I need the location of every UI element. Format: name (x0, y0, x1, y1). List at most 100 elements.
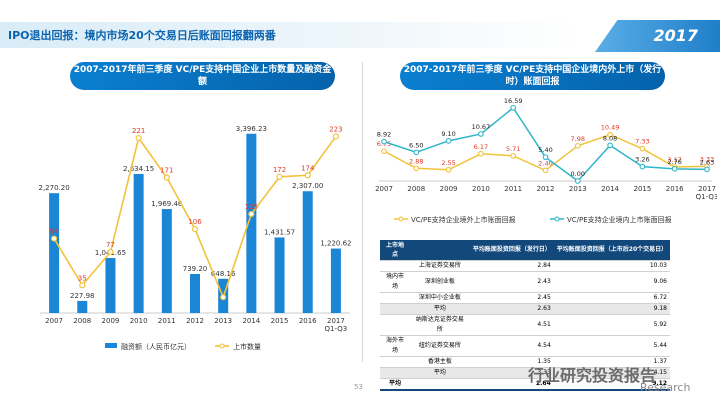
line-point (79, 282, 86, 289)
line-point (413, 149, 420, 156)
line-point (542, 167, 549, 174)
line-series (53, 135, 337, 300)
bar-value-label: 2,634.15 (123, 165, 154, 173)
watermark: 行业研究投资报告 (528, 366, 657, 385)
bar-value-label: 648.16 (211, 270, 236, 278)
x-tick-label: 2015 (633, 185, 651, 193)
table-cell-group (380, 303, 410, 315)
table-cell-value: 2.84 (469, 260, 554, 272)
table-row: 纳斯达克证券交易所 4.51 5.92 (380, 314, 670, 336)
line-point (107, 248, 114, 256)
x-tick-label: 2017 (698, 185, 716, 193)
x-tick-label: 2012 (186, 317, 204, 325)
year-badge: 2017 (595, 20, 720, 52)
x-tick-label: 2014 (242, 317, 260, 325)
table-cell-value: 10.03 (553, 260, 670, 272)
table-cell-value: 6.72 (553, 292, 670, 304)
x-tick-label: 2014 (601, 185, 619, 193)
line-value-label: 7.33 (635, 138, 649, 146)
bar (161, 209, 172, 313)
table-row: 境内市场 深圳创业板 2.43 9.06 (380, 271, 670, 293)
line-point (639, 163, 646, 170)
line-value-label: 9.10 (441, 130, 455, 138)
line-point (445, 166, 452, 173)
line-value-label: 174 (301, 164, 315, 172)
table-cell-value: 5.44 (553, 335, 670, 357)
bar-value-label: 1,969.46 (151, 200, 183, 208)
right-chart: 6.752.882.556.175.712.407.9810.497.333.1… (375, 97, 717, 224)
x-tick-label: 2016 (299, 317, 317, 325)
line-point (574, 178, 581, 184)
legend-marker (554, 216, 560, 222)
line-value-label: 172 (273, 166, 286, 174)
table-header: 上市地点 (380, 240, 410, 261)
x-tick-label: 2013 (569, 185, 587, 193)
left-chart-title: 2007-2017年前三季度 VC/PE支持中国企业上市数量及融资金额 (70, 62, 335, 90)
table-cell-value: 1.35 (469, 356, 554, 368)
line-point (607, 131, 613, 138)
x-tick-label: 2008 (407, 185, 425, 193)
watermark-sub: Research (640, 381, 691, 394)
table-row: 上海证券交易所 2.84 10.03 (380, 260, 670, 272)
line-value-label: 125 (245, 203, 258, 211)
line-point (135, 134, 142, 142)
x-tick-label: Q1-Q3 (696, 193, 717, 201)
legend-label: VC/PE支持企业境内上市账面回报 (567, 215, 672, 224)
line-value-label: 8.92 (377, 131, 391, 139)
line-value-label: 8.08 (603, 134, 617, 142)
right-chart-title: 2007-2017年前三季度 VC/PE支持中国企业境内外上市（发行时）账面回报 (400, 62, 665, 90)
line-value-label: 35 (78, 274, 87, 282)
table-cell-group: 平均 (380, 378, 410, 391)
line-point (510, 104, 517, 111)
table-row: 平均 2.63 9.18 (380, 303, 670, 315)
table-cell-group (380, 356, 410, 368)
x-tick-label: 2007 (375, 185, 393, 193)
line-point (542, 154, 549, 161)
line-value-label: 0.00 (571, 170, 585, 178)
x-tick-label: 2011 (158, 317, 176, 325)
bar (330, 248, 341, 313)
line-value-label: 3.33 (700, 155, 714, 163)
line-value-label: 221 (132, 127, 145, 135)
table-cell-market: 上海证券交易所 (409, 260, 470, 272)
bar-value-label: 2,307.00 (292, 182, 323, 190)
x-tick-label: 2016 (666, 185, 684, 193)
bar (274, 237, 285, 313)
x-tick-label: 2012 (537, 185, 555, 193)
page-number: 53 (354, 383, 363, 391)
table-cell-value: 4.51 (469, 314, 554, 336)
x-tick-label: 2008 (73, 317, 91, 325)
table-cell-value: 2.64 (469, 378, 554, 391)
line-point (510, 152, 517, 159)
x-tick-label: 2009 (440, 185, 458, 193)
line-value-label: 2.40 (538, 159, 552, 167)
x-tick-label: 2007 (45, 317, 63, 325)
x-tick-label: 2013 (214, 317, 232, 325)
line-point (191, 225, 199, 233)
line-point (478, 131, 484, 137)
line-value-label: 77 (106, 241, 115, 249)
line-value-label: 2.88 (409, 157, 423, 165)
table-cell-group (380, 260, 410, 272)
bar (77, 300, 88, 313)
table-total-row: 平均 2.64 9.12 (380, 378, 670, 391)
line-value-label: 223 (329, 125, 342, 133)
table-cell-market: 纳斯达克证券交易所 (409, 314, 470, 336)
line-value-label: 10.67 (472, 123, 491, 131)
x-tick-label: 2009 (102, 317, 120, 325)
left-chart-title-text: 2007-2017年前三季度 VC/PE支持中国企业上市数量及融资金额 (73, 65, 332, 87)
table-cell-value: 2.63 (469, 303, 554, 315)
table-cell-market (409, 378, 470, 391)
table-cell-value: 4.54 (469, 335, 554, 357)
line-value-label: 2.63 (700, 158, 714, 166)
line-value-label: 6.17 (474, 143, 488, 151)
table-cell-value: 2.43 (469, 271, 554, 293)
table-header-row: 上市地点 平均账面投资回报（发行日） 平均账面投资回报（上市后20个交易日） (380, 240, 670, 261)
bar-value-label: 2,270.20 (39, 184, 70, 192)
legend-label: 融资额（人民币亿元） (121, 342, 191, 351)
line-value-label: 3.26 (635, 156, 649, 164)
legend-swatch-bar (105, 343, 117, 348)
table-cell-value: 9.18 (553, 303, 670, 315)
line-value-label: 2.55 (441, 159, 455, 167)
line-point (304, 172, 311, 179)
